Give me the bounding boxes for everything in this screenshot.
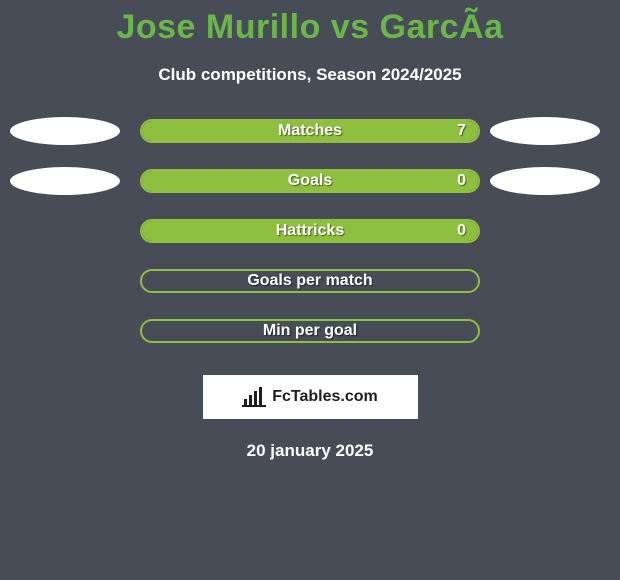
stat-bar-text: Matches xyxy=(142,121,478,141)
brand-text: FcTables.com xyxy=(272,388,378,406)
brand-logo: FcTables.com xyxy=(203,375,418,419)
player-right-indicator xyxy=(490,217,600,245)
stat-bar: Matches 7 xyxy=(140,119,480,143)
stat-bar-text: Hattricks xyxy=(142,221,478,241)
player-right-indicator xyxy=(490,117,600,145)
stat-value: 0 xyxy=(457,221,466,241)
stat-value: 7 xyxy=(457,121,466,141)
stat-row: Min per goal xyxy=(10,317,610,345)
stat-label: Goals xyxy=(288,172,332,190)
stat-label: Min per goal xyxy=(263,322,357,340)
stat-row: Matches 7 xyxy=(10,117,610,145)
page-title: Jose Murillo vs GarcÃ­a xyxy=(0,8,620,47)
stat-label: Goals per match xyxy=(247,272,372,290)
stat-bar: Goals per match xyxy=(140,269,480,293)
stat-bar-text: Goals xyxy=(142,171,478,191)
stat-bar: Hattricks 0 xyxy=(140,219,480,243)
player-right-indicator xyxy=(490,317,600,345)
bar-chart-icon xyxy=(242,387,266,407)
stat-row: Goals per match xyxy=(10,267,610,295)
stat-label: Hattricks xyxy=(276,222,344,240)
stat-bar: Goals 0 xyxy=(140,169,480,193)
player-left-indicator xyxy=(10,117,120,145)
player-left-indicator xyxy=(10,317,120,345)
stat-row: Hattricks 0 xyxy=(10,217,610,245)
stat-value: 0 xyxy=(457,171,466,191)
stat-row: Goals 0 xyxy=(10,167,610,195)
stat-rows: Matches 7 Goals 0 Hattricks 0 Goals per match M… xyxy=(0,117,620,345)
snapshot-date: 20 january 2025 xyxy=(0,441,620,461)
subtitle: Club competitions, Season 2024/2025 xyxy=(0,65,620,85)
stat-label: Matches xyxy=(278,122,342,140)
player-right-indicator xyxy=(490,267,600,295)
stat-bar-text: Goals per match xyxy=(142,271,478,291)
stat-bar-text: Min per goal xyxy=(142,321,478,341)
player-right-indicator xyxy=(490,167,600,195)
stat-bar: Min per goal xyxy=(140,319,480,343)
player-left-indicator xyxy=(10,267,120,295)
player-left-indicator xyxy=(10,167,120,195)
player-left-indicator xyxy=(10,217,120,245)
comparison-card: Jose Murillo vs GarcÃ­a Club competition… xyxy=(0,0,620,461)
